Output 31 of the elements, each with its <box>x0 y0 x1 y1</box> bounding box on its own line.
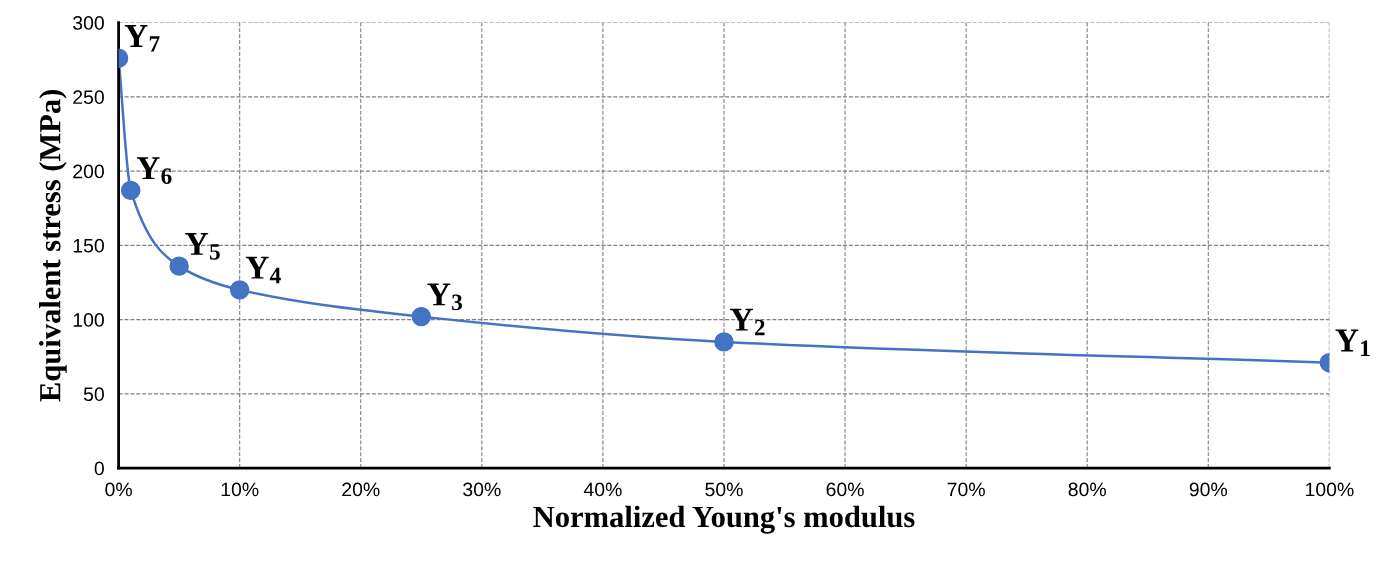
x-tick-label: 30% <box>463 482 501 497</box>
y-tick-label: 150 <box>73 238 104 253</box>
x-tick-label: 50% <box>705 482 743 497</box>
x-tick-label: 40% <box>583 482 622 497</box>
annotation: Y$_{6}$ <box>136 157 172 184</box>
y-tick-label: 200 <box>73 164 104 179</box>
x-tick-label: 10% <box>221 482 259 497</box>
point <box>229 280 250 300</box>
y-tick-label: 300 <box>73 16 104 30</box>
y-tick-label: 100 <box>73 313 104 327</box>
x-axis-title: Normalized Young's modulus <box>533 505 915 534</box>
point <box>120 180 141 201</box>
x-tick-label: 90% <box>1189 482 1228 497</box>
x-tick-label: 20% <box>342 482 380 497</box>
annotation: Y$_{2}$ <box>730 308 765 336</box>
x-tick-label: 80% <box>1068 482 1106 497</box>
y-tick-label: 0 <box>94 461 104 476</box>
x-tick-label: 70% <box>947 482 985 497</box>
x-tick-label: 60% <box>826 482 864 497</box>
point <box>169 256 189 276</box>
y-axis-title: Equivalent stress (MPa) <box>39 89 67 402</box>
y-tick-label: 250 <box>73 90 104 105</box>
annotation: Y$_{1}$ <box>1335 329 1370 356</box>
x-tick-label: 0% <box>105 482 132 497</box>
point <box>411 306 432 327</box>
annotation: Y$_{7}$ <box>124 25 160 52</box>
annotation: Y$_{5}$ <box>185 233 220 260</box>
annotation: Y$_{3}$ <box>427 283 463 311</box>
annotation: Y$_{4}$ <box>245 256 281 284</box>
x-tick-label: 100% <box>1305 482 1354 497</box>
y-tick-label: 50 <box>83 387 104 402</box>
